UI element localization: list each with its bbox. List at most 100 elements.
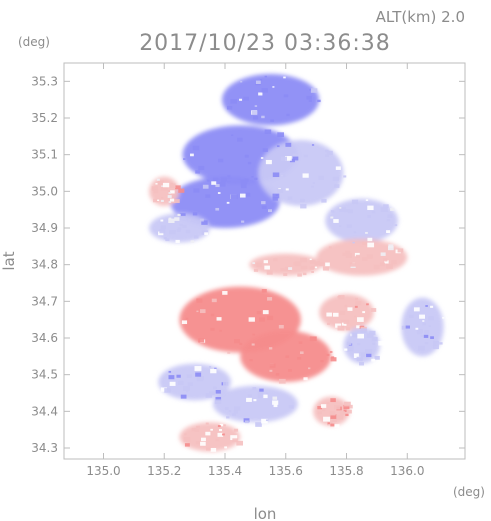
- speckle-4-0: [386, 230, 391, 233]
- speckle-7-22: [383, 258, 388, 262]
- speckle-16-1: [236, 440, 243, 446]
- speckle-13-4: [194, 366, 202, 371]
- speckle-12-1: [369, 330, 376, 336]
- speckle-8-20: [283, 273, 288, 276]
- velocity-region-7: [316, 239, 408, 276]
- speckle-12-6: [371, 337, 378, 342]
- speckle-7-4: [380, 252, 386, 256]
- speckle-10-12: [262, 341, 265, 344]
- speckle-10-4: [320, 359, 324, 363]
- y-tick-label-4: 34.7: [31, 294, 58, 308]
- speckle-15-21: [422, 322, 426, 326]
- speckle-14-24: [232, 413, 236, 416]
- speckle-6-19: [168, 192, 172, 194]
- speckle-9-12: [210, 313, 215, 317]
- speckle-14-16: [272, 400, 279, 405]
- speckle-2-11: [226, 201, 230, 204]
- speckle-14-7: [262, 394, 268, 399]
- speckle-13-8: [209, 366, 212, 368]
- speckle-0-18: [258, 92, 263, 96]
- speckle-5-24: [176, 229, 181, 232]
- speckle-11-0: [354, 315, 357, 318]
- speckle-6-14: [157, 199, 160, 202]
- x-tick-label-4: 135.8: [329, 464, 363, 478]
- speckle-17-4: [326, 402, 330, 404]
- speckle-15-23: [405, 325, 410, 329]
- speckle-10-5: [249, 343, 252, 346]
- speckle-14-14: [226, 416, 230, 419]
- speckle-0-17: [254, 105, 258, 107]
- speckle-10-17: [309, 336, 317, 342]
- speckle-9-22: [252, 333, 256, 336]
- y-tick-label-8: 35.1: [31, 148, 58, 162]
- speckle-5-25: [182, 224, 187, 228]
- speckle-0-25: [306, 95, 312, 100]
- speckle-12-17: [357, 343, 361, 346]
- speckle-16-21: [194, 428, 200, 432]
- speckle-7-8: [342, 252, 347, 256]
- speckle-6-4: [155, 183, 158, 185]
- speckle-16-13: [205, 422, 209, 425]
- speckle-14-3: [225, 407, 229, 410]
- speckle-13-17: [196, 376, 204, 382]
- speckle-5-0: [179, 223, 183, 227]
- speckle-3-15: [321, 198, 327, 203]
- speckle-15-14: [420, 335, 424, 338]
- altitude-label: ALT(km) 2.0: [376, 8, 465, 26]
- speckle-13-20: [223, 382, 229, 386]
- speckle-5-17: [174, 217, 180, 221]
- speckle-5-4: [158, 231, 164, 236]
- speckle-0-21: [308, 99, 312, 103]
- speckle-3-1: [280, 156, 287, 161]
- speckle-4-3: [367, 205, 374, 211]
- speckle-14-10: [257, 390, 264, 395]
- speckle-13-2: [178, 380, 184, 385]
- speckle-5-11: [185, 229, 191, 234]
- speckle-5-16: [177, 213, 181, 217]
- speckle-17-25: [344, 401, 351, 407]
- speckle-14-13: [261, 418, 268, 424]
- speckle-3-22: [287, 196, 293, 200]
- speckle-17-20: [317, 411, 323, 415]
- speckle-5-2: [160, 219, 164, 222]
- speckle-6-12: [170, 182, 173, 185]
- speckle-15-1: [439, 342, 443, 345]
- speckle-6-1: [160, 185, 168, 191]
- speckle-5-14: [160, 225, 166, 229]
- speckle-5-6: [193, 235, 199, 239]
- y-tick-label-1: 34.4: [31, 404, 58, 418]
- speckle-16-18: [206, 447, 211, 451]
- speckle-12-22: [347, 347, 354, 352]
- speckle-8-0: [284, 266, 291, 272]
- speckle-3-18: [326, 150, 330, 153]
- speckle-13-11: [168, 375, 175, 380]
- speckle-4-21: [365, 231, 368, 234]
- speckle-1-4: [240, 179, 248, 185]
- speckle-14-19: [272, 396, 278, 400]
- y-tick-label-6: 34.9: [31, 221, 58, 235]
- speckle-8-15: [302, 265, 308, 270]
- speckle-7-18: [345, 253, 352, 258]
- speckle-15-6: [422, 320, 425, 322]
- speckle-0-20: [272, 86, 275, 88]
- speckle-16-6: [183, 436, 191, 442]
- speckle-7-15: [386, 264, 393, 269]
- speckle-8-3: [264, 265, 270, 270]
- speckle-2-25: [261, 205, 267, 209]
- speckle-7-3: [354, 252, 360, 257]
- speckle-15-7: [432, 344, 439, 350]
- speckle-10-7: [299, 351, 304, 354]
- speckle-17-18: [334, 405, 341, 410]
- speckle-8-9: [314, 266, 318, 269]
- speckle-7-1: [366, 254, 373, 259]
- speckle-17-5: [331, 418, 337, 422]
- speckle-5-13: [179, 215, 186, 221]
- speckle-11-13: [354, 305, 358, 308]
- speckle-10-20: [249, 359, 253, 362]
- speckle-14-15: [246, 397, 252, 402]
- speckle-9-11: [216, 317, 222, 321]
- speckle-16-23: [217, 425, 221, 428]
- speckle-1-22: [247, 161, 252, 165]
- speckle-9-5: [267, 297, 273, 301]
